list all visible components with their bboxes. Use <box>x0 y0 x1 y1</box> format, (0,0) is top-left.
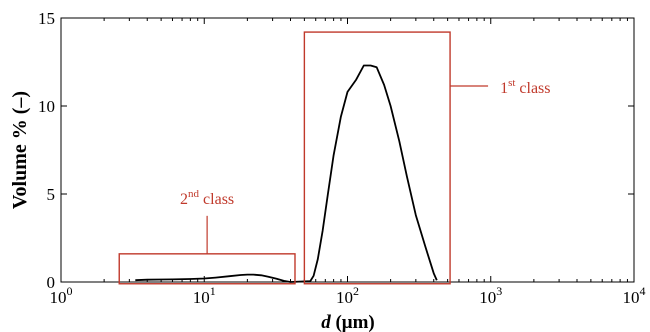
y-tick-label: 15 <box>38 9 55 28</box>
x-axis-label-unit: (μm) <box>331 312 375 332</box>
y-tick-label: 5 <box>47 185 56 204</box>
y-tick-label: 0 <box>47 273 56 292</box>
plot-frame <box>60 17 635 283</box>
x-tick-label: 101 <box>193 284 216 307</box>
second-class-label: 2nd class <box>180 188 234 208</box>
x-axis-label: d (μm) <box>321 312 375 332</box>
x-tick-label: 100 <box>50 284 73 307</box>
x-axis-label-symbol: d <box>321 312 331 332</box>
y-axis-label: Volume % (–) <box>9 91 31 209</box>
first-class-box <box>303 31 451 285</box>
y-tick-label: 10 <box>38 97 55 116</box>
x-tick-label: 104 <box>623 284 646 307</box>
x-tick-label: 102 <box>336 284 359 307</box>
first-class-label: 1st class <box>500 77 550 97</box>
x-tick-label: 103 <box>479 284 502 307</box>
series-line <box>135 64 438 283</box>
